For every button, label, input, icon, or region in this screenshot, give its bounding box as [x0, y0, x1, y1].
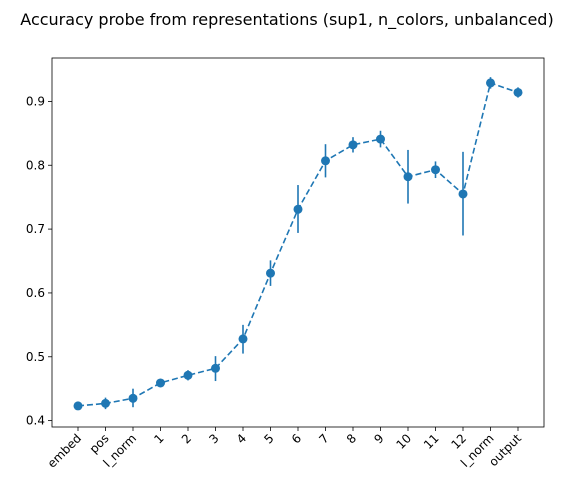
- data-point: [73, 401, 83, 411]
- x-tick-label: 6: [289, 431, 304, 446]
- chart-title: Accuracy probe from representations (sup…: [20, 10, 553, 30]
- data-point: [266, 268, 275, 278]
- x-tick-label: 8: [344, 431, 359, 446]
- x-tick-label: 1: [151, 431, 166, 446]
- data-point: [348, 140, 358, 150]
- data-point: [293, 204, 303, 214]
- data-point: [486, 78, 495, 88]
- data-point: [211, 363, 220, 373]
- y-tick-label: 0.9: [26, 94, 45, 108]
- x-tick-label: 3: [206, 431, 221, 446]
- data-point: [156, 378, 165, 388]
- x-tick-label: 7: [316, 431, 331, 446]
- data-point: [183, 370, 193, 380]
- x-tick-label: 2: [179, 431, 194, 446]
- data-point: [403, 172, 413, 182]
- data-point: [321, 156, 330, 166]
- x-tick-label: 5: [261, 431, 276, 446]
- data-point: [376, 134, 385, 144]
- data-point: [101, 398, 110, 408]
- y-tick-label: 0.7: [26, 222, 45, 236]
- axes-frame: [51, 57, 545, 428]
- data-point: [513, 87, 523, 97]
- x-tick-label: 4: [234, 431, 249, 446]
- y-tick-label: 0.8: [26, 158, 45, 172]
- x-tick-label: 11: [421, 431, 442, 452]
- data-point: [431, 165, 440, 175]
- x-tick-label: 10: [393, 431, 414, 452]
- y-tick-label: 0.6: [26, 286, 45, 300]
- x-tick-label: 12: [448, 431, 469, 452]
- x-tick-label: 9: [371, 431, 386, 446]
- data-point: [458, 189, 468, 199]
- data-point: [128, 393, 138, 403]
- y-tick-label: 0.5: [26, 350, 45, 364]
- y-tick-label: 0.4: [26, 414, 45, 428]
- series-line: [77, 81, 519, 407]
- data-point: [238, 334, 248, 344]
- x-tick-label: embed: [45, 431, 84, 470]
